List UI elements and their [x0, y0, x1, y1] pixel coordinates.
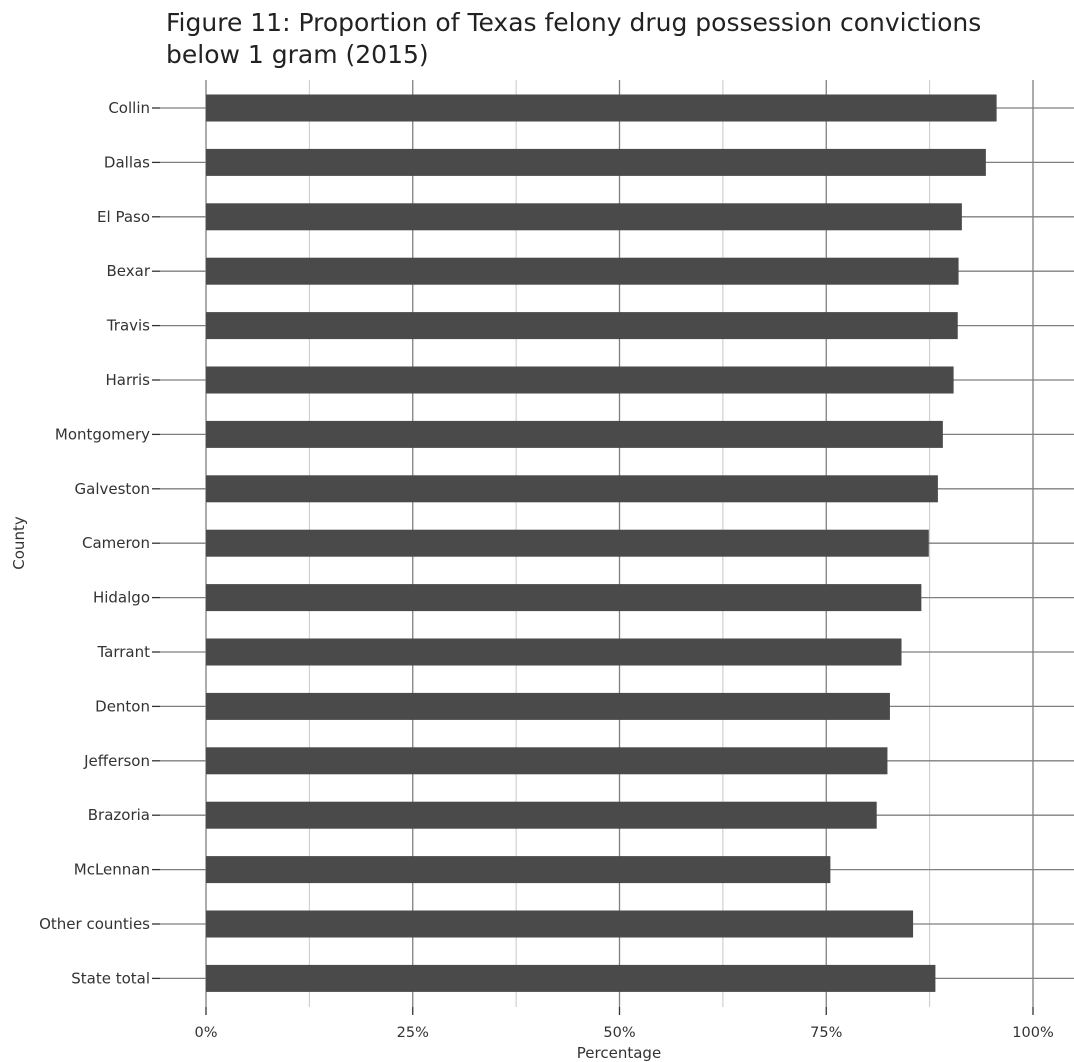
bar-dallas	[206, 148, 986, 176]
category-label: El Paso	[97, 208, 150, 226]
x-tick-label: 50%	[603, 1025, 635, 1041]
category-label: Hidalgo	[93, 589, 150, 607]
bar-brazoria	[206, 801, 877, 829]
bar-cameron	[206, 529, 929, 557]
y-axis: Collin Dallas El Paso Bexar Travis Harris Mont…	[39, 99, 160, 987]
category-label: Tarrant	[96, 643, 150, 661]
x-tick-label: 100%	[1012, 1025, 1053, 1041]
bar-collin	[206, 94, 997, 122]
category-label: Travis	[106, 317, 150, 335]
chart-title-line-1: Figure 11: Proportion of Texas felony dr…	[166, 8, 981, 37]
bar-denton	[206, 692, 890, 720]
bar-tarrant	[206, 638, 902, 666]
bar-harris	[206, 366, 954, 394]
category-label: Collin	[108, 99, 150, 117]
bar-hidalgo	[206, 584, 922, 612]
y-axis-title: County	[10, 516, 28, 570]
category-label: Denton	[95, 697, 150, 715]
bars	[206, 94, 997, 992]
category-label: Other counties	[39, 915, 150, 933]
bar-jefferson	[206, 747, 888, 775]
category-label: Dallas	[104, 153, 150, 171]
category-label: Brazoria	[88, 806, 150, 824]
bar-travis	[206, 312, 958, 340]
category-label: Harris	[105, 371, 150, 389]
bar-bexar	[206, 257, 959, 285]
category-label: Cameron	[82, 534, 150, 552]
x-axis: 0% 25% 50% 75% 100%	[194, 1007, 1054, 1041]
bar-mclennan	[206, 856, 831, 884]
bar-state-total	[206, 964, 936, 992]
category-label: Bexar	[107, 262, 151, 280]
chart-title-line-2: below 1 gram (2015)	[166, 40, 429, 69]
bar-el-paso	[206, 203, 962, 231]
x-axis-title: Percentage	[577, 1044, 661, 1062]
bar-montgomery	[206, 420, 943, 448]
x-tick-label: 0%	[194, 1025, 217, 1041]
x-tick-label: 75%	[810, 1025, 842, 1041]
category-label: State total	[71, 969, 150, 987]
category-label: Galveston	[75, 480, 150, 498]
category-label: Jefferson	[83, 752, 150, 770]
bar-galveston	[206, 475, 938, 503]
bar-other-counties	[206, 910, 914, 938]
category-label: McLennan	[74, 861, 150, 879]
category-label: Montgomery	[55, 425, 150, 443]
x-tick-label: 25%	[397, 1025, 429, 1041]
